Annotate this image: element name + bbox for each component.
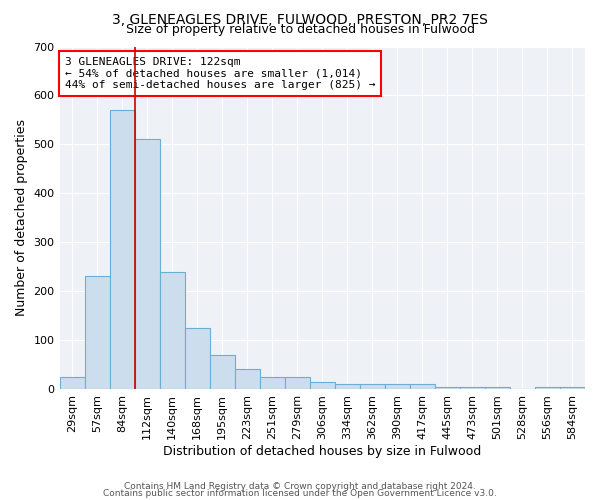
Bar [385, 384, 410, 389]
Y-axis label: Number of detached properties: Number of detached properties [15, 119, 28, 316]
Text: Size of property relative to detached houses in Fulwood: Size of property relative to detached ho… [125, 22, 475, 36]
Bar [335, 384, 360, 389]
Text: Contains HM Land Registry data © Crown copyright and database right 2024.: Contains HM Land Registry data © Crown c… [124, 482, 476, 491]
Bar [460, 386, 485, 389]
Bar [209, 354, 235, 389]
Bar [185, 328, 209, 389]
Bar [59, 376, 85, 389]
Bar [310, 382, 335, 389]
Bar [85, 276, 110, 389]
Bar [235, 370, 260, 389]
Bar [410, 384, 435, 389]
Bar [535, 386, 560, 389]
Bar [160, 272, 185, 389]
X-axis label: Distribution of detached houses by size in Fulwood: Distribution of detached houses by size … [163, 444, 481, 458]
Text: 3, GLENEAGLES DRIVE, FULWOOD, PRESTON, PR2 7ES: 3, GLENEAGLES DRIVE, FULWOOD, PRESTON, P… [112, 12, 488, 26]
Bar [435, 386, 460, 389]
Bar [260, 376, 285, 389]
Bar [134, 140, 160, 389]
Bar [360, 384, 385, 389]
Bar [485, 386, 510, 389]
Bar [285, 376, 310, 389]
Text: Contains public sector information licensed under the Open Government Licence v3: Contains public sector information licen… [103, 489, 497, 498]
Bar [560, 386, 585, 389]
Text: 3 GLENEAGLES DRIVE: 122sqm
← 54% of detached houses are smaller (1,014)
44% of s: 3 GLENEAGLES DRIVE: 122sqm ← 54% of deta… [65, 57, 375, 90]
Bar [110, 110, 134, 389]
